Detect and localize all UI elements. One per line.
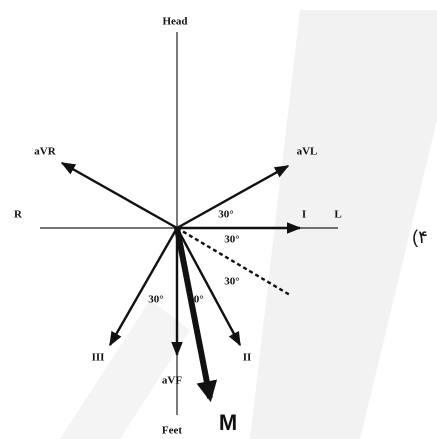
l-label: L [334,209,341,221]
feet-label: Feet [162,425,182,437]
head-label: Head [162,16,187,28]
ii-label: II [243,352,252,364]
watermark [60,10,437,439]
r-label: R [14,209,23,221]
angle-label: 30° [224,276,239,288]
avl-vector [176,164,290,230]
avf-label: aVF [162,375,182,387]
lead-iii-vector [108,227,179,347]
avl-label: aVL [297,146,318,158]
dotted-line [176,226,291,297]
i-label: I [302,209,306,221]
mean-vector [174,227,218,403]
lead-ii-vector [175,227,242,347]
angle-label: 30° [148,294,163,306]
avr-vector [60,161,178,230]
side-label: (۴ [412,227,428,247]
m-label: M [219,410,237,435]
avr-label: aVR [34,146,56,158]
iii-label: III [92,352,105,364]
angle-label: 30° [188,294,203,306]
angle-label: 30° [224,234,239,246]
angle-label: 30° [218,209,233,221]
